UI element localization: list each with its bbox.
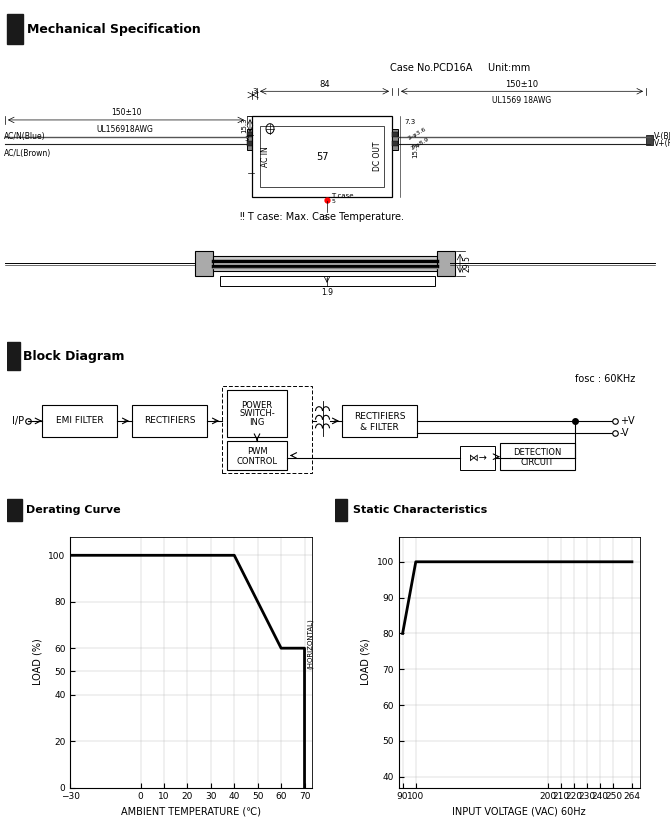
Text: AC/L(Brown): AC/L(Brown) [4,149,51,158]
Text: 1.9: 1.9 [321,288,333,298]
Text: (HORIZONTAL): (HORIZONTAL) [307,618,314,669]
Text: -V: -V [620,428,630,438]
Text: ⋈→: ⋈→ [468,453,486,463]
Text: T case: T case [331,193,354,199]
Text: 5: 5 [332,200,336,205]
Text: 3: 3 [245,135,249,141]
Bar [213,256,437,271]
Text: DC OUT: DC OUT [373,142,383,171]
Text: 3: 3 [323,215,327,221]
Text: PWM: PWM [247,446,267,456]
Text: Block Diagram: Block Diagram [23,349,125,363]
Bar [7,14,23,44]
Text: RECTIFIERS: RECTIFIERS [354,411,405,421]
Bar [392,132,398,137]
Y-axis label: LOAD (%): LOAD (%) [33,639,43,686]
Text: Case No.PCD16A     Unit:mm: Case No.PCD16A Unit:mm [390,63,530,73]
Text: 7.3: 7.3 [404,120,415,125]
Text: AC/N(Blue): AC/N(Blue) [4,131,46,140]
Bar [252,116,392,197]
Text: 2-φ8.9: 2-φ8.9 [410,136,430,150]
Bar [132,405,207,437]
Text: UL1569 18AWG: UL1569 18AWG [492,96,551,105]
Text: 150±10: 150±10 [505,79,539,89]
Bar [7,342,19,370]
Y-axis label: LOAD (%): LOAD (%) [361,639,371,686]
Bar [392,141,398,146]
Text: DETECTION: DETECTION [513,448,561,457]
Text: POWER: POWER [241,400,273,410]
Bar [227,441,287,471]
Bar [646,135,653,145]
Bar [7,498,21,522]
Text: 29.5: 29.5 [463,255,472,272]
Bar [195,251,213,276]
X-axis label: AMBIENT TEMPERATURE (℃): AMBIENT TEMPERATURE (℃) [121,806,261,816]
Text: EMI FILTER: EMI FILTER [56,416,103,426]
Bar [260,126,384,187]
Bar [220,276,435,286]
X-axis label: INPUT VOLTAGE (VAC) 60Hz: INPUT VOLTAGE (VAC) 60Hz [452,807,586,817]
Text: UL156918AWG: UL156918AWG [96,125,153,134]
Text: RECTIFIERS: RECTIFIERS [144,416,195,426]
Text: ‼ T case: Max. Case Temperature.: ‼ T case: Max. Case Temperature. [240,212,404,222]
Text: 15.3: 15.3 [241,118,247,134]
Text: V+(RED): V+(RED) [654,139,670,148]
Bar [335,498,347,522]
Text: AC IN: AC IN [261,146,271,167]
Text: fosc : 60KHz: fosc : 60KHz [575,374,635,384]
Text: 57: 57 [316,151,328,161]
Bar [247,141,253,146]
Bar [437,251,455,276]
Bar [247,129,253,150]
Bar [392,129,398,150]
Text: CONTROL: CONTROL [237,457,277,466]
Bar [227,390,287,437]
Text: V-(BLACK): V-(BLACK) [654,131,670,140]
Text: 2-φ3.6: 2-φ3.6 [407,126,427,141]
Text: Static Characteristics: Static Characteristics [352,505,487,515]
Bar [342,405,417,437]
Text: CIRCUIT: CIRCUIT [521,458,554,467]
Text: 15.3: 15.3 [412,143,418,158]
Text: SWITCH-: SWITCH- [239,409,275,418]
Text: +V: +V [620,415,634,426]
Bar [460,446,495,471]
Bar [222,386,312,472]
Bar [42,405,117,437]
Text: Derating Curve: Derating Curve [25,505,121,515]
Text: 3: 3 [252,88,257,94]
Text: & FILTER: & FILTER [360,423,399,432]
Bar [500,443,575,471]
Text: I/P: I/P [12,415,24,426]
Text: ING: ING [249,418,265,427]
Text: Mechanical Specification: Mechanical Specification [27,23,201,36]
Text: 150±10: 150±10 [111,109,141,118]
Bar [247,132,253,137]
Text: 84: 84 [319,79,330,89]
